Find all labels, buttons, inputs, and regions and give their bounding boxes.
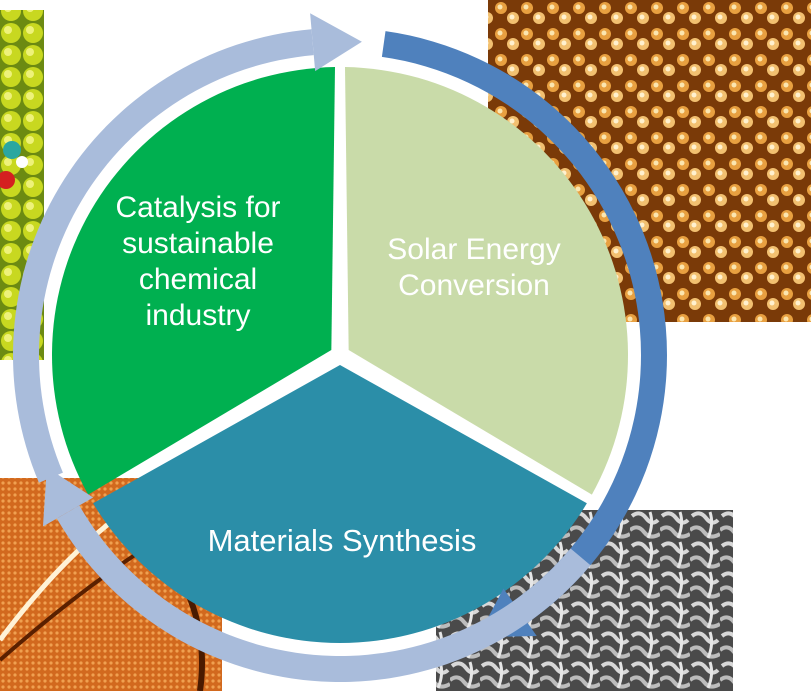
arrowhead-catalysis — [42, 467, 94, 527]
cycle-arrow-solar-to-materials — [381, 31, 668, 623]
cycle-arrow-materials-to-catalysis — [56, 505, 591, 682]
segment-solar — [344, 67, 628, 495]
segment-materials — [93, 365, 587, 643]
arrowhead-solar — [310, 13, 362, 72]
solar-energy-label: Solar Energy Conversion — [387, 233, 561, 302]
catalysis-label: Catalysis for sustainable chemical indus… — [115, 191, 281, 332]
materials-synthesis-label: Materials Synthesis — [207, 523, 477, 558]
cycle-arrow-catalysis-to-solar — [13, 29, 314, 483]
segments-group — [52, 67, 628, 643]
cycle-arrows-group — [13, 13, 668, 682]
segment-catalysis — [52, 67, 336, 495]
